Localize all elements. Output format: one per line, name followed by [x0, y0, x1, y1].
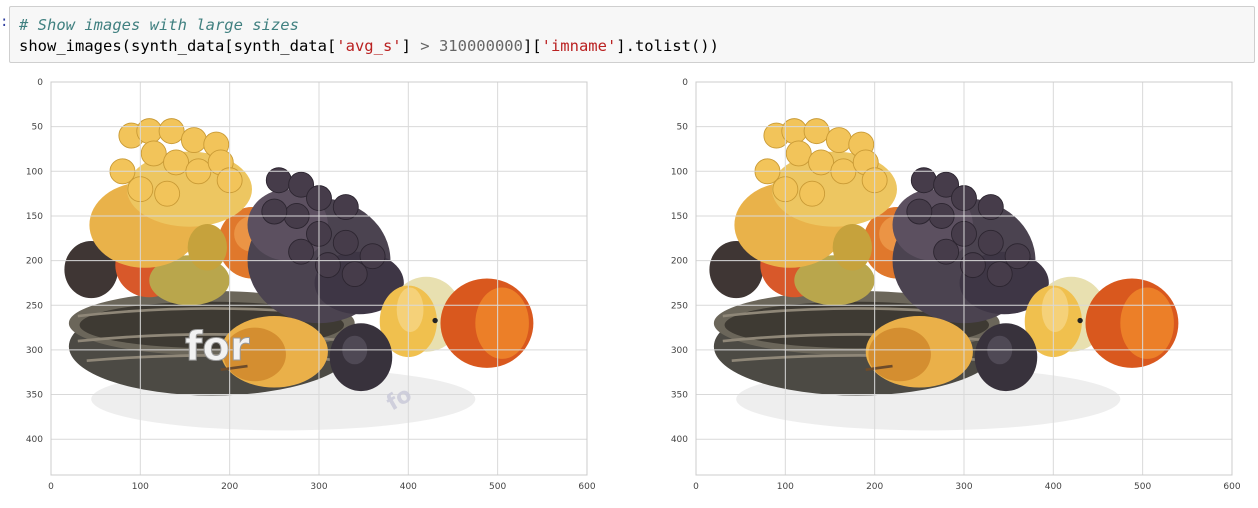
- fruit-shape: [709, 241, 763, 299]
- code-line-1[interactable]: # Show images with large sizes: [19, 16, 299, 34]
- y-tick-label: 150: [26, 212, 43, 222]
- y-tick-label: 250: [671, 301, 688, 311]
- grape-shape: [933, 238, 960, 265]
- grape-shape: [180, 127, 207, 154]
- x-tick-label: 400: [1045, 482, 1062, 492]
- image-plot-left: for fo 0 100 200 300 400 500 600 0 50 100 150 200 25…: [0, 78, 596, 496]
- y-tick-label: 400: [671, 435, 688, 445]
- x-tick-label: 0: [693, 482, 699, 492]
- grape-shape: [803, 118, 830, 145]
- fruit-shape: [220, 364, 248, 371]
- x-tick-label: 300: [310, 482, 327, 492]
- fruit-shape: [1120, 287, 1174, 359]
- plot-ticks: 0 100 200 300 400 500 600 0 50 100 150 200 250 300 350…: [26, 78, 596, 492]
- fruit-basket-image: [64, 118, 534, 431]
- fruit-shape: [1077, 317, 1083, 324]
- fruit-shape: [187, 224, 227, 271]
- y-tick-label: 200: [671, 257, 688, 267]
- y-tick-label: 200: [26, 257, 43, 267]
- code-string-avg-s: 'avg_s': [336, 37, 402, 55]
- fruit-basket-image: [709, 118, 1179, 431]
- y-tick-label: 0: [37, 78, 43, 88]
- x-tick-label: 600: [1223, 482, 1240, 492]
- x-tick-label: 500: [1134, 482, 1151, 492]
- grape-shape: [261, 198, 288, 225]
- grape-shape: [154, 180, 181, 207]
- x-tick-label: 400: [400, 482, 417, 492]
- grape-shape: [906, 198, 933, 225]
- x-tick-label: 100: [132, 482, 149, 492]
- grape-shape: [158, 118, 185, 145]
- grape-shape: [140, 140, 167, 167]
- x-tick-label: 0: [48, 482, 54, 492]
- y-tick-label: 400: [26, 435, 43, 445]
- cell-prompt: :: [0, 14, 9, 30]
- y-tick-label: 50: [677, 123, 689, 133]
- grape-shape: [799, 180, 826, 207]
- x-tick-label: 200: [221, 482, 238, 492]
- grape-shape: [314, 252, 341, 279]
- overlay-text-for: for: [185, 324, 250, 370]
- grape-shape: [288, 171, 315, 198]
- x-tick-label: 100: [777, 482, 794, 492]
- plot-ticks: 0 100 200 300 400 500 600 0 50 100 150 200 250 300 350…: [671, 78, 1241, 492]
- fruit-basket-drawing: [64, 118, 534, 431]
- grape-shape: [1004, 243, 1031, 270]
- y-tick-label: 350: [26, 391, 43, 401]
- grape-shape: [933, 171, 960, 198]
- grape-shape: [341, 261, 368, 288]
- fruit-shape: [832, 224, 872, 271]
- plot-frame: [695, 81, 1233, 476]
- grape-shape: [332, 194, 359, 221]
- x-tick-label: 200: [866, 482, 883, 492]
- fruit-shape: [396, 287, 424, 333]
- code-operator: >: [420, 37, 430, 55]
- grape-shape: [163, 149, 190, 176]
- fruit-shape: [1041, 287, 1069, 333]
- y-tick-label: 250: [26, 301, 43, 311]
- y-tick-label: 150: [671, 212, 688, 222]
- fruit-basket-drawing: [709, 118, 1179, 431]
- grape-shape: [986, 261, 1013, 288]
- code-index: ][: [522, 37, 542, 55]
- y-tick-label: 100: [26, 167, 43, 177]
- grape-shape: [977, 194, 1004, 221]
- fruit-shape: [868, 327, 931, 382]
- code-call-start: show_images(synth_data[synth_data[: [19, 37, 337, 55]
- image-plot-left-svg: for fo 0 100 200 300 400 500 60005010015020025…: [26, 78, 596, 492]
- y-tick-label: 300: [671, 346, 688, 356]
- grape-shape: [825, 127, 852, 154]
- x-tick-label: 500: [489, 482, 506, 492]
- grape-shape: [359, 243, 386, 270]
- code-call-end: ].tolist()): [616, 37, 719, 55]
- grape-shape: [332, 229, 359, 256]
- y-tick-label: 0: [682, 78, 688, 88]
- code-line-2[interactable]: show_images(synth_data[synth_data['avg_s…: [19, 37, 719, 55]
- code-string-imname: 'imname': [541, 37, 617, 55]
- x-tick-label: 600: [578, 482, 595, 492]
- image-plot-right: 0 100 200 300 400 500 600 0 50 100 150 200 250 300 350…: [645, 78, 1241, 496]
- code-cell[interactable]: # Show images with large sizes show_imag…: [9, 6, 1255, 63]
- fruit-shape: [432, 317, 438, 324]
- code-bracket: ]: [401, 37, 421, 55]
- grape-shape: [959, 252, 986, 279]
- grape-shape: [808, 149, 835, 176]
- grape-shape: [785, 140, 812, 167]
- y-tick-label: 300: [26, 346, 43, 356]
- plot-frame: [50, 81, 588, 476]
- code-number: 310000000: [438, 37, 523, 55]
- code-comment: # Show images with large sizes: [19, 16, 299, 34]
- fruit-shape: [865, 364, 893, 371]
- grape-shape: [977, 229, 1004, 256]
- y-tick-label: 50: [32, 123, 44, 133]
- image-plot-right-svg: 0 100 200 300 400 500 600 0 50 100 150 200 250 300 350…: [671, 78, 1241, 492]
- fruit-shape: [64, 241, 118, 299]
- y-tick-label: 350: [671, 391, 688, 401]
- grape-shape: [288, 238, 315, 265]
- code-space: [430, 37, 439, 55]
- y-tick-label: 100: [671, 167, 688, 177]
- x-tick-label: 300: [955, 482, 972, 492]
- fruit-shape: [475, 287, 529, 359]
